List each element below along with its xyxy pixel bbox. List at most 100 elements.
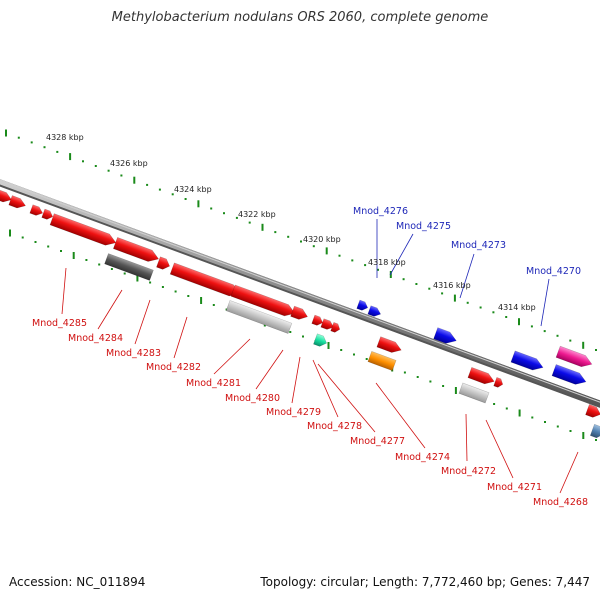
callout-line <box>389 233 414 276</box>
minor-tick <box>505 316 508 318</box>
minor-tick <box>146 183 149 186</box>
minor-tick <box>94 165 97 167</box>
gene-label-mnod-4272: Mnod_4272 <box>441 466 496 477</box>
minor-tick <box>120 174 123 177</box>
gene-arrow <box>589 423 600 439</box>
minor-tick <box>210 207 213 210</box>
minor-tick <box>56 150 59 153</box>
gene-label-mnod-4268: Mnod_4268 <box>533 497 588 508</box>
scale-label-4322: 4322 kbp <box>238 210 276 219</box>
minor-tick <box>98 263 101 266</box>
minor-tick <box>479 306 482 309</box>
callout-line <box>291 356 301 404</box>
minor-tick <box>416 376 419 378</box>
major-tick <box>453 294 456 302</box>
gene-arrow <box>356 299 369 311</box>
minor-tick <box>47 245 50 248</box>
major-tick <box>200 297 203 304</box>
gene-label-mnod-4274: Mnod_4274 <box>395 452 450 463</box>
minor-tick <box>60 250 62 252</box>
gene-label-mnod-4285: Mnod_4285 <box>32 318 87 329</box>
minor-tick <box>415 283 418 285</box>
minor-tick <box>595 349 597 351</box>
callout-line <box>134 299 151 345</box>
callout-line <box>312 359 339 418</box>
minor-tick <box>274 231 277 234</box>
minor-tick <box>187 295 190 297</box>
minor-tick <box>340 349 343 351</box>
gene-label-mnod-4276: Mnod_4276 <box>353 206 408 217</box>
gene-features <box>0 189 600 439</box>
minor-tick <box>569 339 572 342</box>
gene-arrow <box>551 364 587 385</box>
gene-arrow <box>311 314 324 326</box>
minor-tick <box>149 281 152 284</box>
callout-line <box>559 451 579 494</box>
gene-arrow <box>8 195 26 209</box>
minor-tick <box>287 235 290 238</box>
major-tick <box>582 341 585 349</box>
minor-tick <box>402 278 405 281</box>
gene-label-mnod-4278: Mnod_4278 <box>307 421 362 432</box>
gene-arrow <box>320 318 334 330</box>
gene-arrow <box>41 208 54 220</box>
gene-label-mnod-4270: Mnod_4270 <box>526 266 581 277</box>
minor-tick <box>531 416 534 419</box>
minor-tick <box>248 221 251 224</box>
scale-label-4316: 4316 kbp <box>433 281 471 290</box>
gene-arrow <box>313 333 327 347</box>
gene-arrow <box>0 189 12 203</box>
minor-tick <box>338 254 341 257</box>
minor-tick <box>123 272 126 275</box>
gene-label-mnod-4281: Mnod_4281 <box>186 378 241 389</box>
gene-label-mnod-4277: Mnod_4277 <box>350 436 405 447</box>
scale-label-4328: 4328 kbp <box>46 133 84 142</box>
scale-label-4320: 4320 kbp <box>303 235 341 244</box>
scale-labels: 4328 kbp 4326 kbp 4324 kbp 4322 kbp 4320… <box>46 133 536 312</box>
major-tick <box>389 271 392 278</box>
minor-tick <box>302 335 304 338</box>
gene-arrow <box>458 382 490 404</box>
minor-tick <box>569 430 572 432</box>
minor-tick <box>556 334 559 337</box>
major-tick <box>9 229 11 237</box>
minor-tick <box>85 259 88 261</box>
major-tick <box>136 274 139 282</box>
gene-label-mnod-4284: Mnod_4284 <box>68 333 123 344</box>
callout-line <box>317 363 376 433</box>
major-tick <box>72 252 75 259</box>
scale-label-4314: 4314 kbp <box>498 303 536 312</box>
gene-label-mnod-4282: Mnod_4282 <box>146 362 201 373</box>
gene-arrow <box>467 367 495 385</box>
forward-gene-labels: Mnod_4276 Mnod_4275 Mnod_4273 Mnod_4270 <box>353 206 581 277</box>
minor-tick <box>235 216 238 219</box>
gene-label-mnod-4275: Mnod_4275 <box>396 221 451 232</box>
gene-arrow <box>29 204 43 216</box>
gene-arrow <box>555 345 593 368</box>
minor-tick <box>595 439 597 441</box>
minor-tick <box>161 286 164 288</box>
gene-arrow <box>433 327 457 344</box>
minor-tick <box>107 169 110 172</box>
gene-arrow <box>49 213 117 246</box>
gene-label-mnod-4273: Mnod_4273 <box>451 240 506 251</box>
minor-tick <box>110 268 113 270</box>
major-tick <box>327 342 330 349</box>
gene-label-mnod-4283: Mnod_4283 <box>106 348 161 359</box>
callout-lines <box>61 219 579 494</box>
minor-tick <box>223 212 225 215</box>
minor-tick <box>184 198 187 200</box>
major-tick <box>454 387 457 394</box>
minor-tick <box>171 193 174 196</box>
major-tick <box>518 409 521 417</box>
outer-tick-track <box>5 129 597 351</box>
minor-tick <box>403 371 406 374</box>
gene-arrow <box>290 305 308 320</box>
gene-arrow <box>493 377 504 388</box>
major-tick <box>197 200 200 208</box>
gene-arrow <box>585 404 600 418</box>
minor-tick <box>300 240 302 243</box>
gene-arrow <box>510 350 544 371</box>
minor-tick <box>530 325 533 328</box>
